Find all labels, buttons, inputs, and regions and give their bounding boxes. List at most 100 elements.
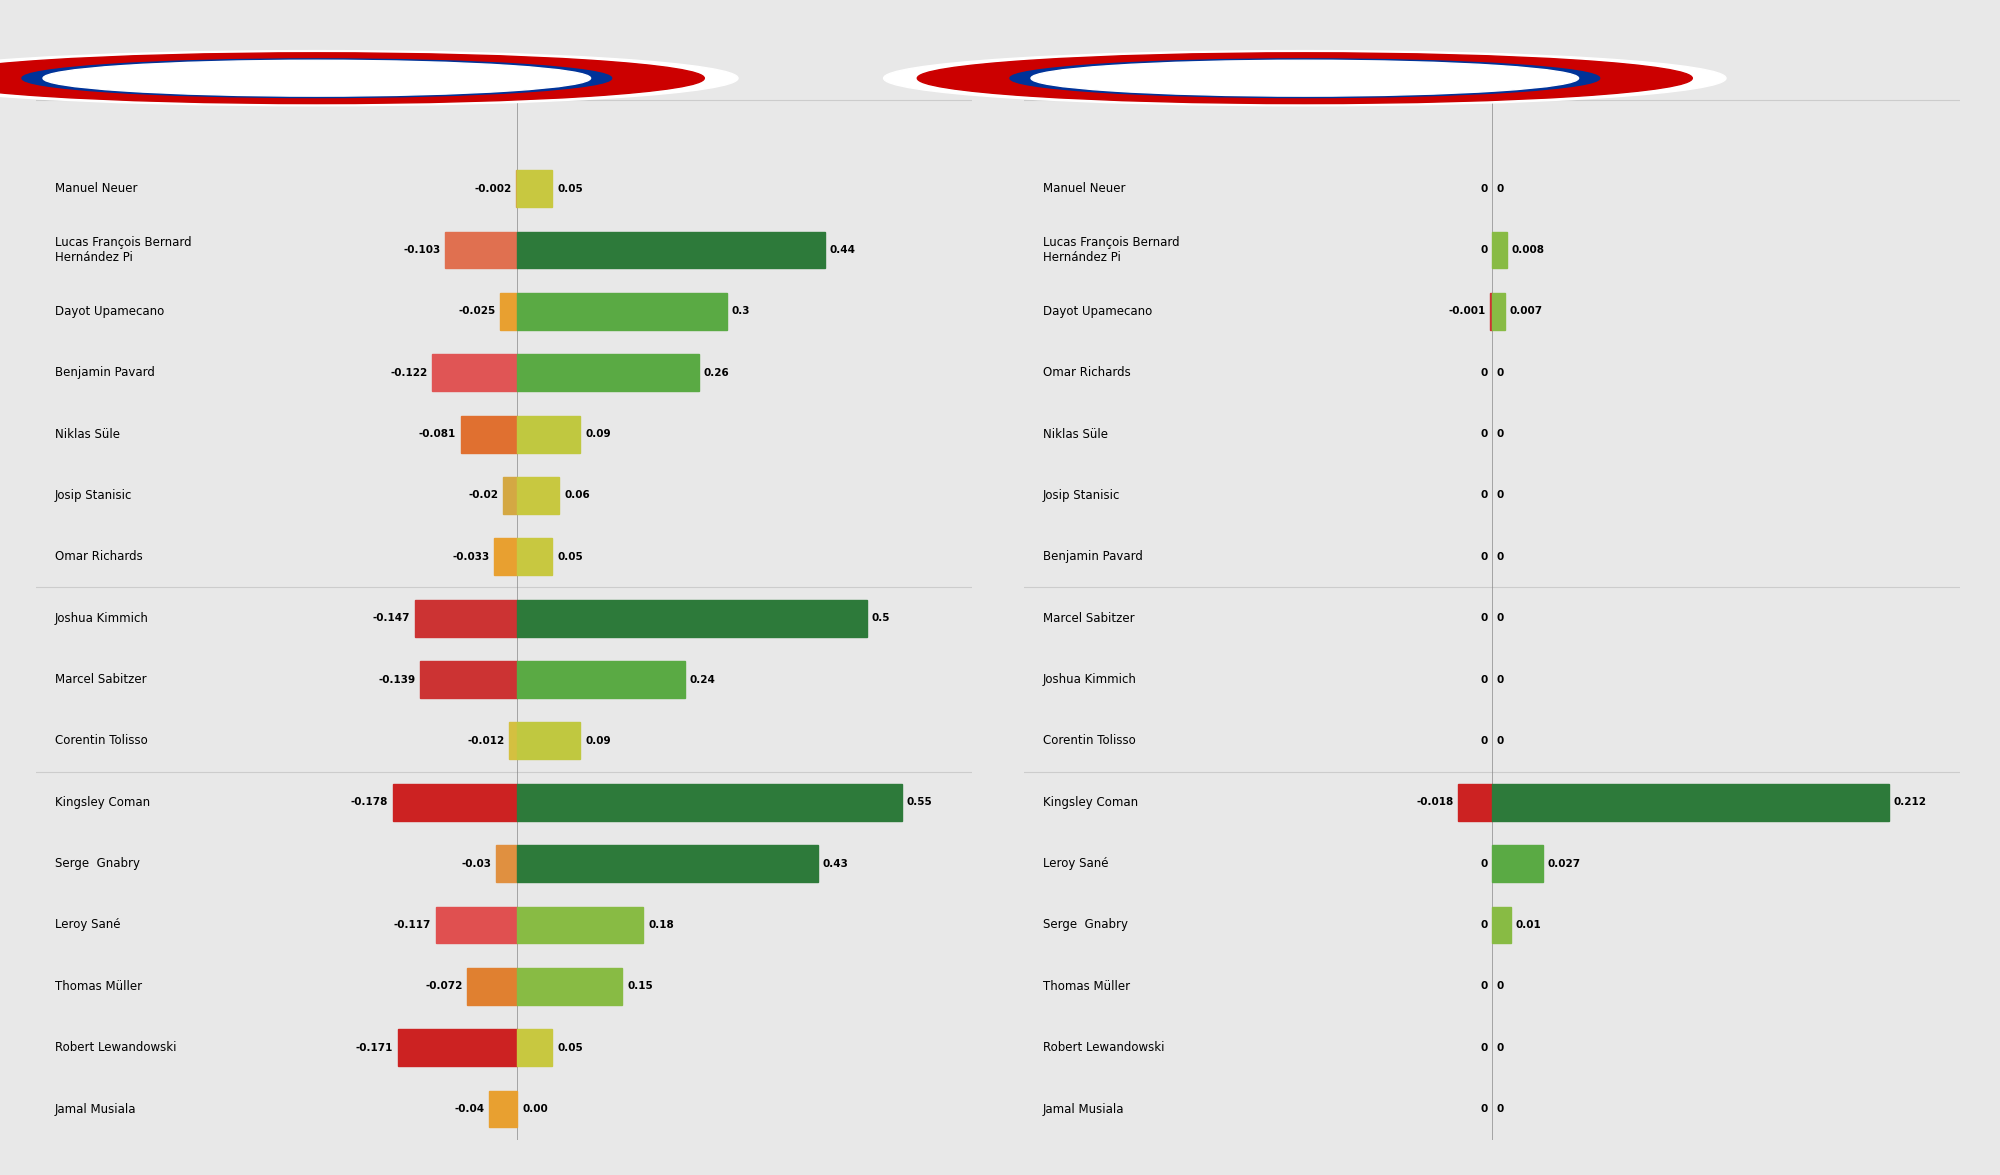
Bar: [1492, 231, 1506, 268]
Text: 0: 0: [1480, 920, 1488, 929]
Text: Serge  Gnabry: Serge Gnabry: [1042, 919, 1128, 932]
Bar: [518, 599, 868, 637]
Text: 0.008: 0.008: [1512, 246, 1544, 255]
Text: 0.05: 0.05: [558, 183, 582, 194]
Bar: [518, 907, 644, 944]
Text: Manuel Neuer: Manuel Neuer: [1042, 182, 1126, 195]
Text: -0.122: -0.122: [390, 368, 428, 377]
Text: -0.139: -0.139: [378, 674, 416, 685]
Text: 0: 0: [1480, 736, 1488, 746]
Bar: [1492, 293, 1506, 330]
Text: 0.09: 0.09: [586, 429, 610, 439]
Text: Thomas Müller: Thomas Müller: [54, 980, 142, 993]
Text: 0: 0: [1480, 1104, 1488, 1114]
Text: 0: 0: [1480, 981, 1488, 992]
Circle shape: [1010, 59, 1600, 98]
Text: Benjamin Pavard: Benjamin Pavard: [54, 367, 154, 380]
Text: xT from Passes: xT from Passes: [54, 68, 234, 88]
Text: Hernández Pi: Hernández Pi: [1042, 251, 1120, 264]
Bar: [398, 1029, 518, 1066]
Text: 0: 0: [1496, 490, 1504, 501]
Text: Kingsley Coman: Kingsley Coman: [1042, 795, 1138, 808]
Text: 0.06: 0.06: [564, 490, 590, 501]
Text: 0.5: 0.5: [872, 613, 890, 623]
Text: -0.072: -0.072: [426, 981, 462, 992]
Bar: [392, 784, 518, 820]
Text: -0.02: -0.02: [468, 490, 498, 501]
Bar: [414, 599, 518, 637]
Text: -0.103: -0.103: [404, 246, 440, 255]
Bar: [1492, 845, 1542, 882]
Bar: [446, 231, 518, 268]
Text: 0: 0: [1496, 183, 1504, 194]
Text: 0: 0: [1480, 613, 1488, 623]
Text: -0.025: -0.025: [458, 307, 496, 316]
Text: 0: 0: [1480, 490, 1488, 501]
Text: 0: 0: [1496, 1104, 1504, 1114]
Circle shape: [0, 51, 738, 106]
Text: 0: 0: [1480, 1042, 1488, 1053]
Text: 0: 0: [1496, 981, 1504, 992]
Text: Joshua Kimmich: Joshua Kimmich: [1042, 673, 1136, 686]
Text: 0.027: 0.027: [1548, 859, 1580, 868]
Text: Niklas Süle: Niklas Süle: [1042, 428, 1108, 441]
Circle shape: [0, 53, 704, 103]
Text: 0.09: 0.09: [586, 736, 610, 746]
Text: 0.05: 0.05: [558, 552, 582, 562]
Text: Joshua Kimmich: Joshua Kimmich: [54, 612, 148, 625]
Bar: [420, 662, 518, 698]
Text: Jamal Musiala: Jamal Musiala: [54, 1102, 136, 1115]
Bar: [518, 968, 622, 1005]
Text: 0: 0: [1480, 183, 1488, 194]
Circle shape: [918, 53, 1692, 103]
Text: 0: 0: [1496, 1042, 1504, 1053]
Circle shape: [1032, 60, 1578, 96]
Text: Josip Stanisic: Josip Stanisic: [1042, 489, 1120, 502]
Text: 0.44: 0.44: [830, 246, 856, 255]
Circle shape: [44, 60, 590, 96]
Text: Marcel Sabitzer: Marcel Sabitzer: [54, 673, 146, 686]
Text: 0.24: 0.24: [690, 674, 716, 685]
Text: 0.26: 0.26: [704, 368, 730, 377]
Text: 0: 0: [1480, 552, 1488, 562]
Text: -0.178: -0.178: [350, 798, 388, 807]
Text: 0: 0: [1480, 674, 1488, 685]
Bar: [468, 968, 518, 1005]
Text: -0.04: -0.04: [454, 1104, 484, 1114]
Text: -0.03: -0.03: [462, 859, 492, 868]
Text: Niklas Süle: Niklas Süle: [54, 428, 120, 441]
Text: Dayot Upamecano: Dayot Upamecano: [54, 304, 164, 318]
Text: Marcel Sabitzer: Marcel Sabitzer: [1042, 612, 1134, 625]
Bar: [1492, 784, 1888, 820]
Text: Thomas Müller: Thomas Müller: [1042, 980, 1130, 993]
Text: 0: 0: [1496, 674, 1504, 685]
Bar: [1492, 907, 1510, 944]
Bar: [1458, 784, 1492, 820]
Bar: [518, 355, 700, 391]
Text: Robert Lewandowski: Robert Lewandowski: [1042, 1041, 1164, 1054]
Bar: [436, 907, 518, 944]
Text: 0: 0: [1496, 368, 1504, 377]
Text: 0.43: 0.43: [822, 859, 848, 868]
Bar: [496, 845, 518, 882]
Text: -0.002: -0.002: [474, 183, 512, 194]
Bar: [504, 477, 518, 513]
Bar: [518, 477, 560, 513]
Text: 0.212: 0.212: [1894, 798, 1926, 807]
Text: Corentin Tolisso: Corentin Tolisso: [1042, 734, 1136, 747]
Text: 0.05: 0.05: [558, 1042, 582, 1053]
Text: 0.01: 0.01: [1516, 920, 1542, 929]
Bar: [518, 1029, 552, 1066]
Text: Kingsley Coman: Kingsley Coman: [54, 795, 150, 808]
Bar: [518, 170, 552, 207]
Bar: [490, 1090, 518, 1128]
Text: -0.012: -0.012: [468, 736, 504, 746]
Text: 0.55: 0.55: [906, 798, 932, 807]
Text: 0.00: 0.00: [522, 1104, 548, 1114]
Text: Lucas François Bernard: Lucas François Bernard: [1042, 236, 1180, 249]
Text: Omar Richards: Omar Richards: [54, 550, 142, 563]
Text: 0.18: 0.18: [648, 920, 674, 929]
Text: -0.001: -0.001: [1448, 307, 1486, 316]
Bar: [518, 538, 552, 576]
Text: xT from Dribbles: xT from Dribbles: [1042, 68, 1240, 88]
